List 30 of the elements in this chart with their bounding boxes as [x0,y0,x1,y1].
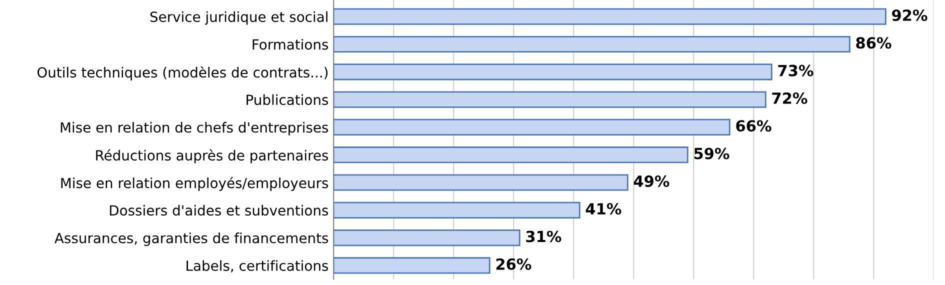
bar [334,174,628,191]
data-label: 59% [694,148,730,160]
y-tick-label: Publications [246,94,328,106]
data-label: 72% [772,92,808,104]
bar [334,230,520,246]
y-tick-label: Dossiers d'aides et subventions [110,204,328,216]
y-tick-label: Formations [252,38,328,50]
bar [334,118,730,136]
bar [334,202,580,218]
bar [334,36,850,53]
bar [334,64,772,80]
y-tick-label: Assurances, garanties de financements [54,232,328,246]
bar [334,257,490,274]
data-label: 92% [892,9,928,22]
y-tick-label: Outils techniques (modèles de contrats...) [37,66,328,80]
y-tick-label: Réductions auprès de partenaires [96,149,328,164]
bar [334,91,766,108]
data-label: 26% [496,258,532,270]
data-label: 86% [856,37,892,49]
data-label: 41% [586,203,622,215]
data-label: 73% [778,64,814,76]
data-label: 31% [526,230,562,242]
data-label: 66% [736,120,772,132]
y-tick-label: Mise en relation employés/employeurs [61,176,328,191]
bar [334,146,688,164]
bar [334,8,886,25]
y-tick-label: Mise en relation de chefs d'entreprises [60,122,328,136]
y-tick-label: Labels, certifications [186,260,328,272]
data-label: 49% [634,175,670,187]
y-tick-label: Service juridique et social [150,11,328,25]
